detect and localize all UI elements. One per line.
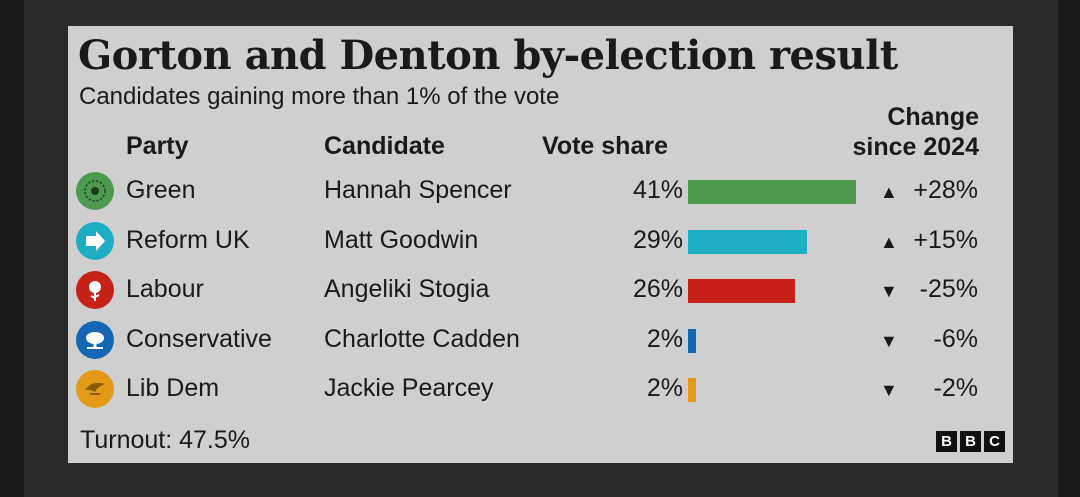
- table-row: Reform UK Matt Goodwin 29% ▲ +15%: [68, 221, 1013, 262]
- vote-share-bar: [688, 328, 697, 353]
- vote-share-label: 26%: [632, 275, 683, 303]
- change-label: +15%: [913, 225, 978, 254]
- header-candidate: Candidate: [324, 132, 445, 160]
- vote-share-label: 41%: [632, 176, 683, 204]
- vote-share-label: 29%: [632, 225, 683, 254]
- conservative-tree-logo-icon: [76, 320, 114, 359]
- vote-share-bar: [688, 229, 807, 254]
- header-change-line1: Change: [887, 103, 979, 131]
- triangle-up-icon: ▲: [880, 231, 898, 252]
- bbc-logo-letter: C: [984, 431, 1005, 452]
- party-name: Green: [126, 176, 196, 204]
- bbc-logo-letter: B: [960, 431, 981, 452]
- vote-share-bar: [688, 279, 795, 303]
- candidate-name: Charlotte Cadden: [324, 324, 520, 353]
- labour-rose-logo-icon: [76, 271, 114, 309]
- triangle-down-icon: ▼: [880, 281, 898, 301]
- vote-share-bar: [688, 180, 856, 204]
- bbc-logo: B B C: [936, 431, 1005, 452]
- chart-title: Gorton and Denton by-election result: [78, 32, 898, 79]
- candidate-name: Jackie Pearcey: [324, 374, 494, 402]
- triangle-down-icon: ▼: [880, 330, 898, 351]
- chart-subtitle: Candidates gaining more than 1% of the v…: [79, 83, 560, 110]
- party-name: Conservative: [126, 324, 272, 353]
- chart-card: Gorton and Denton by-election result Can…: [68, 26, 1013, 463]
- reform-uk-arrow-logo-icon: [76, 221, 114, 260]
- bbc-logo-letter: B: [936, 431, 957, 452]
- change-label: -6%: [933, 324, 978, 353]
- lib-dem-bird-logo-icon: [76, 370, 114, 408]
- candidate-name: Matt Goodwin: [324, 225, 479, 254]
- header-change: Change since 2024: [853, 102, 980, 162]
- table-row: Labour Angeliki Stogia 26% ▼ -25%: [68, 271, 1013, 311]
- change-label: +28%: [913, 176, 978, 204]
- vote-share-bar: [688, 378, 697, 402]
- change-label: -25%: [919, 275, 978, 303]
- party-name: Lib Dem: [126, 374, 220, 402]
- party-name: Reform UK: [126, 225, 250, 254]
- change-label: -2%: [933, 374, 978, 402]
- party-name: Labour: [126, 275, 204, 303]
- header-party: Party: [126, 132, 189, 160]
- green-party-logo-icon: [76, 172, 114, 210]
- triangle-up-icon: ▲: [880, 182, 898, 202]
- table-row: Lib Dem Jackie Pearcey 2% ▼ -2%: [68, 370, 1013, 410]
- candidate-name: Angeliki Stogia: [324, 275, 490, 303]
- vote-share-label: 2%: [646, 324, 683, 353]
- table-row: Conservative Charlotte Cadden 2% ▼ -6%: [68, 320, 1013, 361]
- header-change-line2: since 2024: [852, 133, 980, 161]
- triangle-down-icon: ▼: [880, 380, 898, 400]
- table-row: Green Hannah Spencer 41% ▲ +28%: [68, 172, 1013, 212]
- header-vote-share: Vote share: [542, 132, 668, 160]
- vote-share-label: 2%: [646, 374, 683, 402]
- turnout-label: Turnout: 47.5%: [80, 426, 251, 454]
- candidate-name: Hannah Spencer: [324, 176, 512, 204]
